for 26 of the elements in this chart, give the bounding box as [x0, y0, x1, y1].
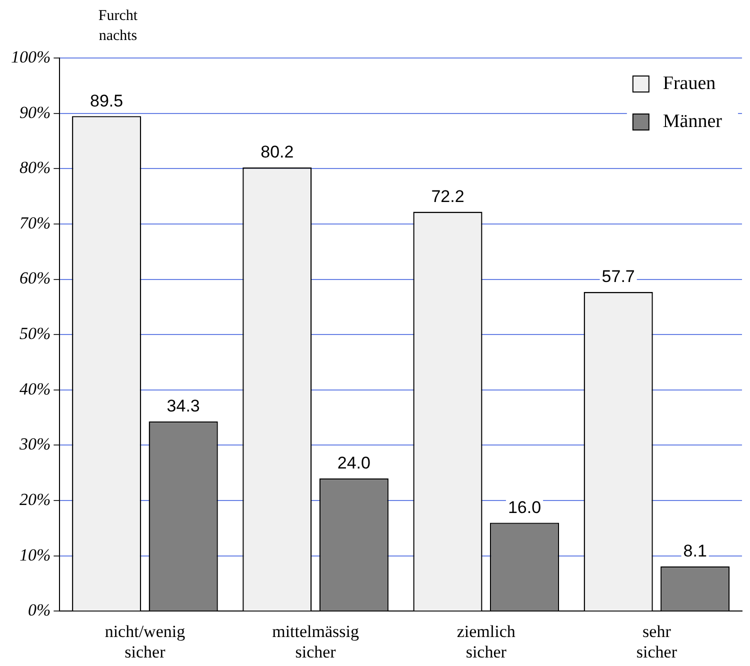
y-tick-label: 30% [18, 434, 51, 454]
data-label: 80.2 [260, 142, 294, 162]
y-tick-label: 60% [19, 268, 51, 288]
y-tick-label: 50% [19, 324, 51, 344]
data-label: 8.1 [683, 542, 707, 561]
legend-label: Männer [662, 110, 723, 132]
y-axis-title: Furcht nachts [97, 7, 139, 46]
data-label: 89.5 [90, 91, 124, 110]
data-label: 16.0 [508, 498, 542, 517]
x-tick-label: sehr sicher [636, 622, 678, 662]
y-tick-label: 20% [19, 490, 51, 510]
y-tick-label: 70% [19, 213, 51, 232]
data-label: 24.0 [337, 454, 370, 473]
x-tick-label: nicht/wenig sicher [104, 622, 186, 662]
y-tick-label: 10% [19, 545, 51, 564]
x-tick-label: mittelmässig sicher [272, 622, 360, 662]
y-tick-label: 100% [10, 47, 51, 66]
data-label: 34.3 [166, 396, 200, 416]
data-label: 72.2 [431, 186, 464, 206]
x-tick-label: ziemlich sicher [456, 622, 516, 662]
legend-label: Frauen [662, 72, 716, 94]
y-tick-label: 90% [19, 102, 51, 122]
y-tick-label: 40% [19, 379, 51, 398]
data-label: 57.7 [602, 267, 635, 286]
y-tick-label: 80% [19, 158, 51, 178]
y-tick-label: 0% [28, 600, 51, 620]
